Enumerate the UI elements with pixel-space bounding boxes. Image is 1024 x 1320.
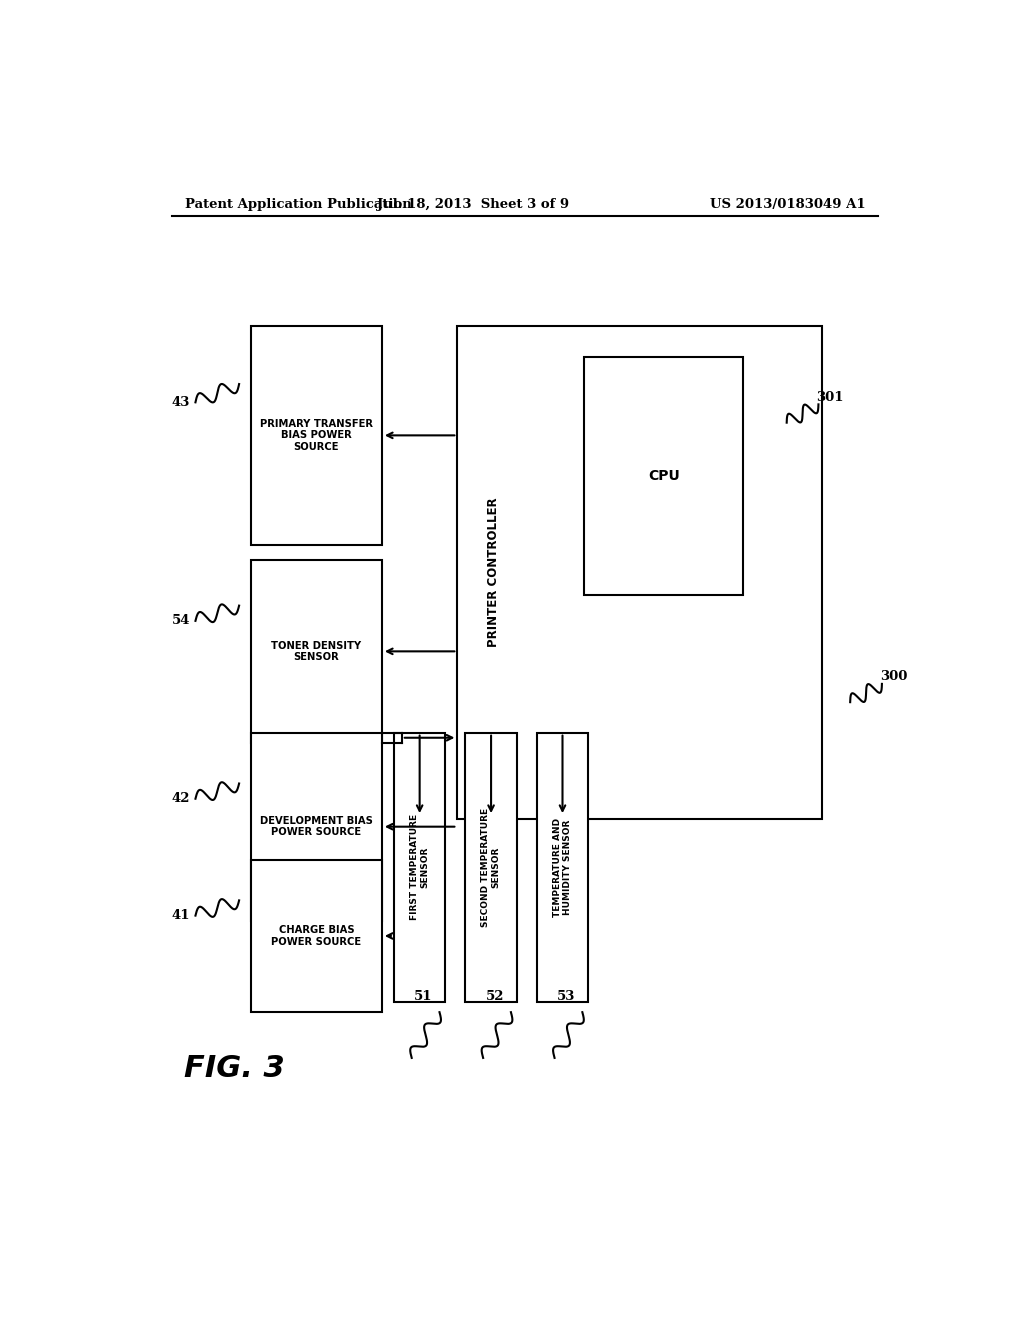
Text: DEVELOPMENT BIAS
POWER SOURCE: DEVELOPMENT BIAS POWER SOURCE [260, 816, 373, 837]
Bar [251, 560, 382, 743]
Text: CHARGE BIAS
POWER SOURCE: CHARGE BIAS POWER SOURCE [271, 925, 361, 946]
Text: 42: 42 [172, 792, 190, 805]
Bar [251, 733, 382, 921]
Text: PRINTER CONTROLLER: PRINTER CONTROLLER [486, 498, 500, 647]
Bar [394, 733, 445, 1002]
Text: 53: 53 [557, 990, 575, 1003]
Text: 301: 301 [816, 391, 844, 404]
Text: 43: 43 [172, 396, 190, 409]
Text: FIG. 3: FIG. 3 [183, 1053, 285, 1082]
Text: PRIMARY TRANSFER
BIAS POWER
SOURCE: PRIMARY TRANSFER BIAS POWER SOURCE [260, 418, 373, 451]
Text: 300: 300 [881, 671, 907, 684]
Bar [458, 326, 822, 818]
Text: CPU: CPU [648, 469, 680, 483]
Bar [537, 733, 588, 1002]
Bar [251, 859, 382, 1012]
Text: TEMPERATURE AND
HUMIDITY SENSOR: TEMPERATURE AND HUMIDITY SENSOR [553, 818, 572, 917]
Text: 51: 51 [415, 990, 433, 1003]
Text: 41: 41 [172, 909, 190, 923]
Text: Patent Application Publication: Patent Application Publication [185, 198, 412, 211]
Bar [251, 326, 382, 545]
Text: TONER DENSITY
SENSOR: TONER DENSITY SENSOR [271, 640, 361, 663]
Text: SECOND TEMPERATURE
SENSOR: SECOND TEMPERATURE SENSOR [481, 808, 501, 927]
Bar [465, 733, 517, 1002]
Text: US 2013/0183049 A1: US 2013/0183049 A1 [711, 198, 866, 211]
Text: 52: 52 [485, 990, 504, 1003]
Text: 54: 54 [172, 614, 190, 627]
Text: FIRST TEMPERATURE
SENSOR: FIRST TEMPERATURE SENSOR [410, 814, 429, 920]
Bar [585, 356, 743, 595]
Text: Jul. 18, 2013  Sheet 3 of 9: Jul. 18, 2013 Sheet 3 of 9 [377, 198, 569, 211]
